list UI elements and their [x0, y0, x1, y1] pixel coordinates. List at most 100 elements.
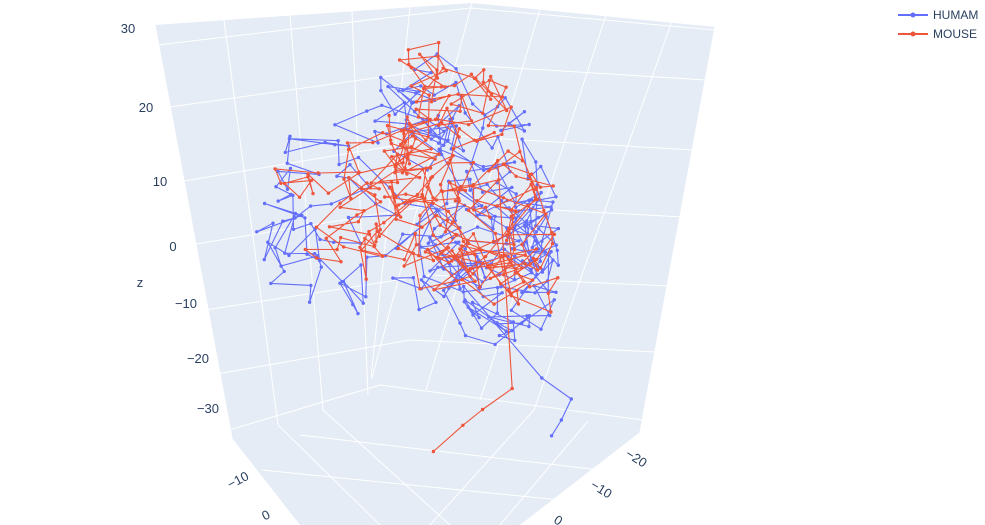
data-point: [417, 253, 421, 258]
data-point: [397, 89, 401, 93]
data-point: [436, 265, 440, 269]
scene: [154, 2, 716, 525]
data-point: [500, 132, 504, 137]
data-point: [551, 200, 555, 204]
data-point: [359, 186, 364, 191]
data-point: [418, 213, 422, 218]
legend-item-mouse[interactable]: MOUSE: [898, 27, 977, 41]
data-point: [475, 213, 480, 217]
data-point: [399, 129, 403, 133]
data-point: [514, 205, 518, 209]
data-point: [403, 139, 407, 144]
data-point: [414, 243, 419, 247]
data-point: [531, 256, 535, 261]
data-point: [454, 80, 458, 85]
data-point: [457, 199, 461, 203]
data-point: [468, 177, 472, 181]
data-point: [300, 213, 304, 218]
data-point: [549, 434, 554, 438]
data-point: [379, 88, 383, 93]
data-point: [461, 239, 466, 244]
data-point: [274, 185, 278, 189]
data-point: [503, 96, 507, 100]
data-point: [428, 130, 432, 134]
data-point: [394, 217, 398, 221]
data-point: [493, 342, 497, 347]
data-point: [556, 263, 560, 267]
data-point: [463, 111, 467, 115]
data-point: [437, 141, 441, 145]
data-point: [477, 286, 482, 290]
data-point: [499, 285, 503, 289]
data-point: [431, 201, 435, 205]
data-point: [442, 294, 446, 299]
data-point: [266, 240, 270, 244]
data-point: [535, 272, 539, 277]
data-point: [346, 147, 351, 152]
data-point: [306, 172, 310, 176]
x-tick-label: −10: [225, 468, 252, 492]
data-point: [457, 226, 461, 230]
data-point: [486, 263, 490, 268]
data-point: [359, 263, 363, 267]
data-point: [405, 115, 409, 119]
data-point: [542, 208, 546, 213]
data-point: [424, 166, 428, 170]
data-point: [493, 231, 498, 236]
legend-item-humam[interactable]: HUMAM: [898, 8, 978, 22]
data-point: [468, 274, 472, 278]
data-point: [466, 241, 471, 246]
data-point: [522, 223, 527, 227]
grid-line: [425, 8, 541, 391]
data-point: [356, 155, 361, 160]
z-tick-label: −20: [187, 351, 209, 366]
data-point: [427, 93, 431, 97]
data-point: [530, 245, 534, 250]
data-point: [555, 248, 559, 253]
data-point: [326, 191, 331, 195]
data-point: [450, 249, 454, 253]
data-point: [473, 279, 477, 283]
data-point: [554, 195, 558, 199]
grid-line: [177, 135, 453, 183]
data-point: [506, 288, 510, 292]
data-point: [338, 205, 342, 209]
legend[interactable]: HUMAM MOUSE: [898, 8, 978, 41]
data-point: [445, 139, 450, 143]
data-point: [297, 195, 302, 199]
grid-line: [154, 24, 233, 439]
data-point: [466, 305, 470, 309]
data-point: [282, 269, 286, 274]
data-point: [431, 233, 435, 237]
data-point: [419, 84, 423, 88]
data-point: [318, 237, 322, 242]
data-point: [445, 218, 450, 222]
data-point: [409, 84, 413, 88]
data-point: [422, 274, 426, 279]
data-point: [502, 273, 506, 277]
y-tick-label: 0: [551, 512, 565, 525]
series-markers-humam: [255, 52, 573, 438]
data-point: [448, 180, 452, 185]
data-point: [419, 278, 424, 282]
data-point: [461, 149, 466, 153]
data-point: [287, 137, 292, 141]
data-point: [279, 181, 283, 185]
data-point: [401, 88, 405, 93]
data-point: [336, 139, 340, 143]
data-point: [442, 129, 446, 133]
data-point: [276, 169, 280, 174]
data-point: [556, 276, 560, 280]
data-point: [380, 103, 384, 108]
data-point: [458, 247, 462, 251]
data-point: [434, 300, 438, 305]
data-point: [490, 146, 494, 150]
data-point: [489, 74, 493, 79]
data-point: [512, 160, 517, 164]
data-point: [527, 198, 531, 202]
data-point: [401, 232, 405, 236]
data-point: [482, 68, 486, 72]
data-point: [457, 127, 461, 131]
data-point: [497, 178, 501, 182]
